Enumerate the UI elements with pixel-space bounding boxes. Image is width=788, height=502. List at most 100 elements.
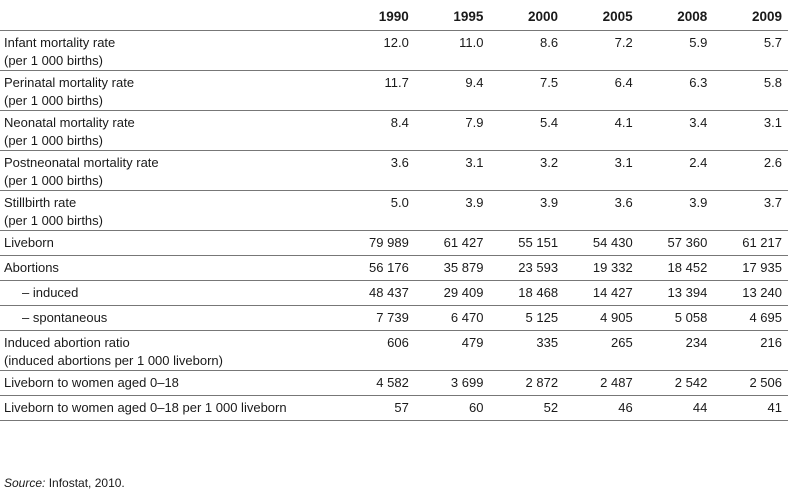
year-header: 1995 [414,2,490,31]
row-label-cell: – induced [0,280,341,306]
value-cell: 12.0 [340,30,415,71]
value-cell: 8.4 [340,110,415,151]
value-cell: 3.9 [638,190,714,231]
value-cell: 2 506 [713,370,788,396]
table-row: Neonatal mortality rate (per 1 000 births… [0,110,788,151]
row-label: – induced [22,285,79,300]
table-row: Liveborn to women aged 0–18 per 1 000 li… [0,395,788,421]
value-cell: 52 [489,395,565,421]
row-label-cell: Neonatal mortality rate (per 1 000 births… [0,110,341,151]
value-cell: 7 739 [340,305,415,331]
row-label: Perinatal mortality rate [4,75,135,90]
value-cell: 234 [638,330,714,371]
value-cell: 7.9 [414,110,490,151]
row-label: Liveborn to women aged 0–18 per 1 000 li… [4,400,287,415]
value-cell: 29 409 [414,280,490,306]
row-label-cell: Postneonatal mortality rate (per 1 000 bi… [0,150,341,191]
value-cell: 17 935 [713,255,788,281]
year-header: 1990 [340,2,415,31]
row-sublabel: (per 1 000 births) [4,173,103,188]
table-row: – induced 48 437 29 409 18 468 14 427 13 394 1… [0,280,788,306]
value-cell: 5.9 [638,30,714,71]
value-cell: 23 593 [489,255,565,281]
source-text: Infostat, 2010. [45,476,125,490]
table-body: Infant mortality rate (per 1 000 births) 1… [0,30,788,421]
table-row: Infant mortality rate (per 1 000 births) 1… [0,30,788,71]
value-cell: 18 468 [489,280,565,306]
value-cell: 6.3 [638,70,714,111]
value-cell: 11.0 [414,30,490,71]
value-cell: 60 [414,395,490,421]
row-label-cell: Abortions [0,255,341,281]
value-cell: 2 542 [638,370,714,396]
value-cell: 5.8 [713,70,788,111]
value-cell: 3 699 [414,370,490,396]
row-sublabel: (per 1 000 births) [4,53,103,68]
value-cell: 3.1 [564,150,639,191]
row-label-cell: Induced abortion ratio (induced abortions… [0,330,341,371]
value-cell: 2 487 [564,370,639,396]
row-label: Postneonatal mortality rate [4,155,159,170]
value-cell: 19 332 [564,255,639,281]
row-label-cell: Infant mortality rate (per 1 000 births) [0,30,341,71]
value-cell: 216 [713,330,788,371]
value-cell: 41 [713,395,788,421]
row-sublabel: (induced abortions per 1 000 liveborn) [4,353,223,368]
table-row: – spontaneous 7 739 6 470 5 125 4 905 5 058 4 … [0,305,788,331]
value-cell: 7.2 [564,30,639,71]
value-cell: 5 125 [489,305,565,331]
value-cell: 479 [414,330,490,371]
value-cell: 46 [564,395,639,421]
value-cell: 79 989 [340,230,415,256]
row-label-cell: Liveborn to women aged 0–18 per 1 000 li… [0,395,341,421]
value-cell: 5.0 [340,190,415,231]
table-row: Liveborn to women aged 0–18 4 582 3 699 2 8… [0,370,788,396]
value-cell: 4 582 [340,370,415,396]
value-cell: 3.1 [414,150,490,191]
value-cell: 44 [638,395,714,421]
value-cell: 61 427 [414,230,490,256]
value-cell: 3.4 [638,110,714,151]
source-note: Source: Infostat, 2010. [4,476,125,490]
row-label: – spontaneous [22,310,108,325]
value-cell: 13 240 [713,280,788,306]
table-row: Postneonatal mortality rate (per 1 000 bi… [0,150,788,191]
row-label: Liveborn [4,235,54,250]
row-label-cell: – spontaneous [0,305,341,331]
value-cell: 3.9 [489,190,565,231]
value-cell: 48 437 [340,280,415,306]
row-label: Infant mortality rate [4,35,116,50]
statistics-table: 1990 1995 2000 2005 2008 2009 Infant mor… [0,2,788,421]
value-cell: 57 [340,395,415,421]
value-cell: 6 470 [414,305,490,331]
value-cell: 2.6 [713,150,788,191]
value-cell: 8.6 [489,30,565,71]
row-sublabel: (per 1 000 births) [4,133,103,148]
row-sublabel: (per 1 000 births) [4,213,103,228]
value-cell: 14 427 [564,280,639,306]
table-row: Abortions 56 176 35 879 23 593 19 332 18 452 1… [0,255,788,281]
value-cell: 2 872 [489,370,565,396]
value-cell: 57 360 [638,230,714,256]
value-cell: 35 879 [414,255,490,281]
value-cell: 13 394 [638,280,714,306]
value-cell: 54 430 [564,230,639,256]
row-label: Abortions [4,260,59,275]
row-label: Neonatal mortality rate [4,115,135,130]
header-row: 1990 1995 2000 2005 2008 2009 [0,2,788,31]
value-cell: 3.1 [713,110,788,151]
value-cell: 4 905 [564,305,639,331]
value-cell: 265 [564,330,639,371]
row-label: Liveborn to women aged 0–18 [4,375,179,390]
value-cell: 3.7 [713,190,788,231]
value-cell: 55 151 [489,230,565,256]
row-label-cell: Liveborn to women aged 0–18 [0,370,341,396]
value-cell: 7.5 [489,70,565,111]
value-cell: 61 217 [713,230,788,256]
year-header: 2008 [638,2,714,31]
header-label-cell [0,2,341,31]
value-cell: 3.9 [414,190,490,231]
value-cell: 3.6 [564,190,639,231]
value-cell: 4.1 [564,110,639,151]
year-header: 2009 [713,2,788,31]
